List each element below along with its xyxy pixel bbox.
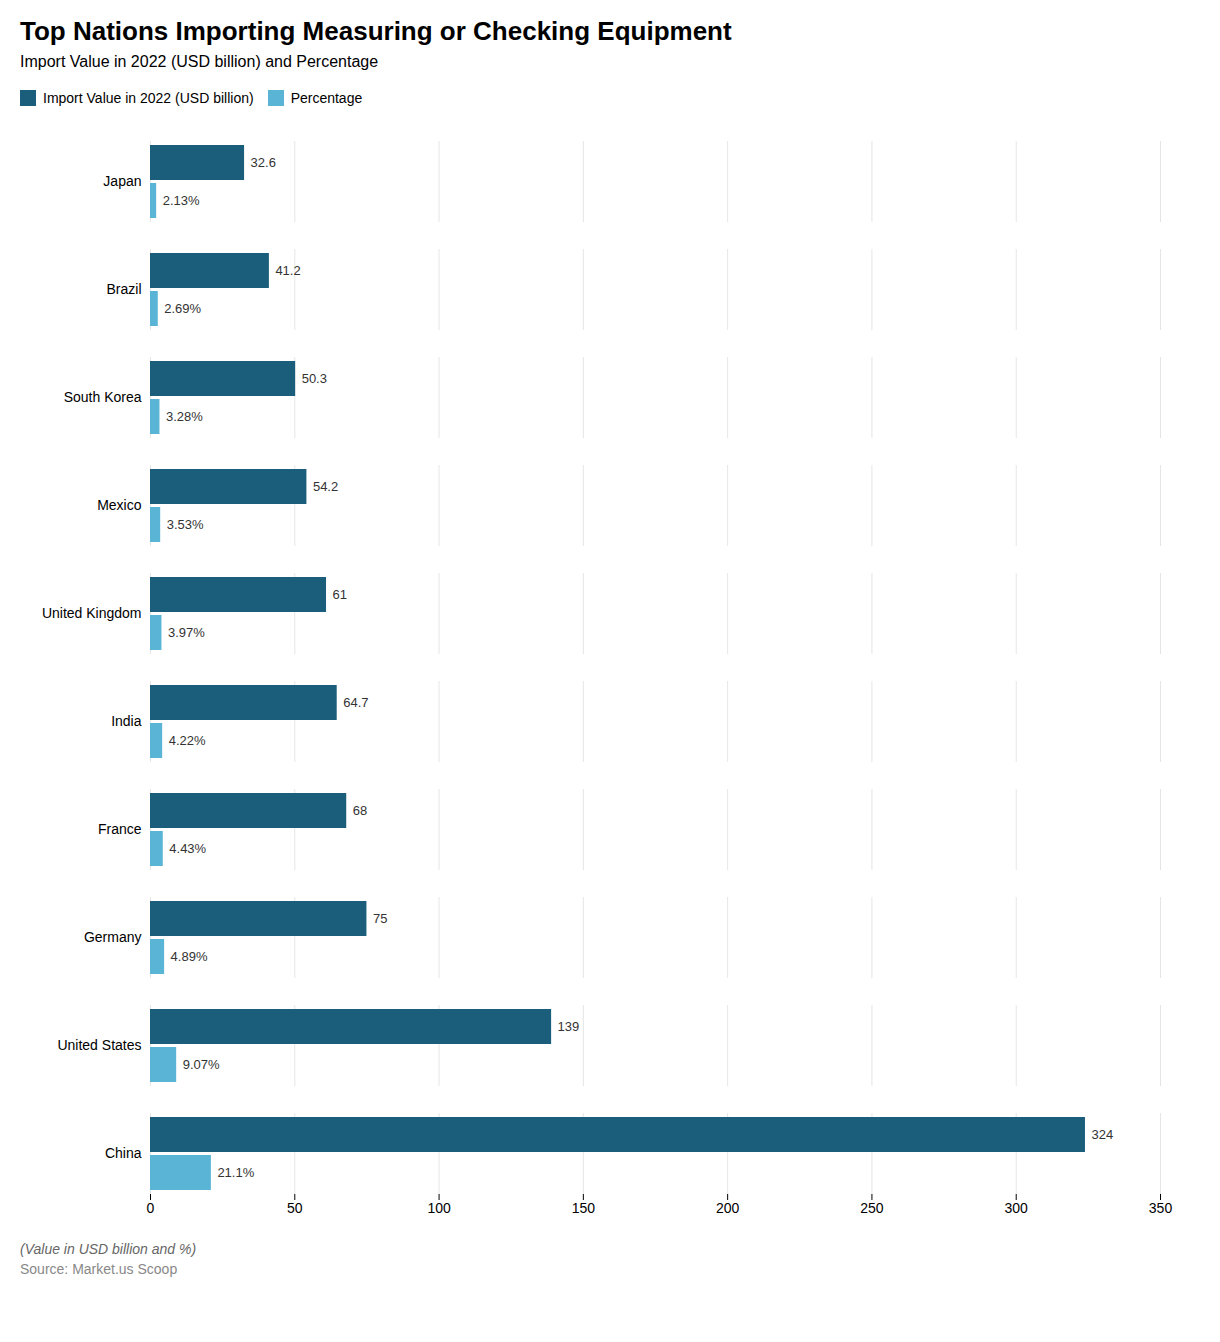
html-text:Percentage: Percentage <box>290 89 363 106</box>
svg-text:France: France <box>98 821 142 837</box>
svg-text:2.69%: 2.69% <box>164 301 201 316</box>
svg-text:3.53%: 3.53% <box>167 517 204 532</box>
svg-text:75: 75 <box>373 911 387 926</box>
html-text:Top Nations Importing Measurin: Top Nations Importing Measuring or Check… <box>20 16 732 46</box>
svg-text:Mexico: Mexico <box>97 497 142 513</box>
svg-text:United Kingdom: United Kingdom <box>42 605 142 621</box>
svg-text:50: 50 <box>287 1200 303 1216</box>
html-text:Source: Market.us Scoop: Source: Market.us Scoop <box>20 1261 178 1277</box>
svg-text:2.13%: 2.13% <box>163 193 200 208</box>
svg-text:China: China <box>105 1145 142 1161</box>
svg-text:100: 100 <box>427 1200 451 1216</box>
html-text:Import Value in 2022 (USD bill: Import Value in 2022 (USD billion) <box>43 89 254 106</box>
svg-text:21.1%: 21.1% <box>217 1165 254 1180</box>
svg-text:0: 0 <box>147 1200 155 1216</box>
svg-text:61: 61 <box>333 587 347 602</box>
svg-text:9.07%: 9.07% <box>183 1057 220 1072</box>
svg-text:324: 324 <box>1091 1127 1113 1142</box>
svg-text:India: India <box>111 713 142 729</box>
svg-text:350: 350 <box>1149 1200 1173 1216</box>
svg-text:United States: United States <box>57 1037 141 1053</box>
svg-text:South Korea: South Korea <box>64 389 142 405</box>
svg-text:250: 250 <box>860 1200 884 1216</box>
svg-text:54.2: 54.2 <box>313 479 338 494</box>
svg-text:41.2: 41.2 <box>275 263 300 278</box>
svg-text:3.97%: 3.97% <box>168 625 205 640</box>
svg-text:Brazil: Brazil <box>106 281 141 297</box>
svg-text:139: 139 <box>558 1019 580 1034</box>
svg-text:Japan: Japan <box>103 173 141 189</box>
svg-text:4.89%: 4.89% <box>171 949 208 964</box>
svg-text:64.7: 64.7 <box>343 695 368 710</box>
svg-text:200: 200 <box>716 1200 740 1216</box>
html-text:Import Value in 2022 (USD bill: Import Value in 2022 (USD billion) and P… <box>20 53 379 70</box>
svg-text:68: 68 <box>353 803 367 818</box>
svg-text:150: 150 <box>572 1200 596 1216</box>
svg-text:4.43%: 4.43% <box>169 841 206 856</box>
svg-text:300: 300 <box>1005 1200 1029 1216</box>
svg-text:50.3: 50.3 <box>302 371 327 386</box>
svg-text:3.28%: 3.28% <box>166 409 203 424</box>
svg-text:32.6: 32.6 <box>251 155 276 170</box>
svg-text:Germany: Germany <box>84 929 142 945</box>
svg-text:4.22%: 4.22% <box>169 733 206 748</box>
html-text:(Value in USD billion and %): (Value in USD billion and %) <box>20 1241 197 1257</box>
